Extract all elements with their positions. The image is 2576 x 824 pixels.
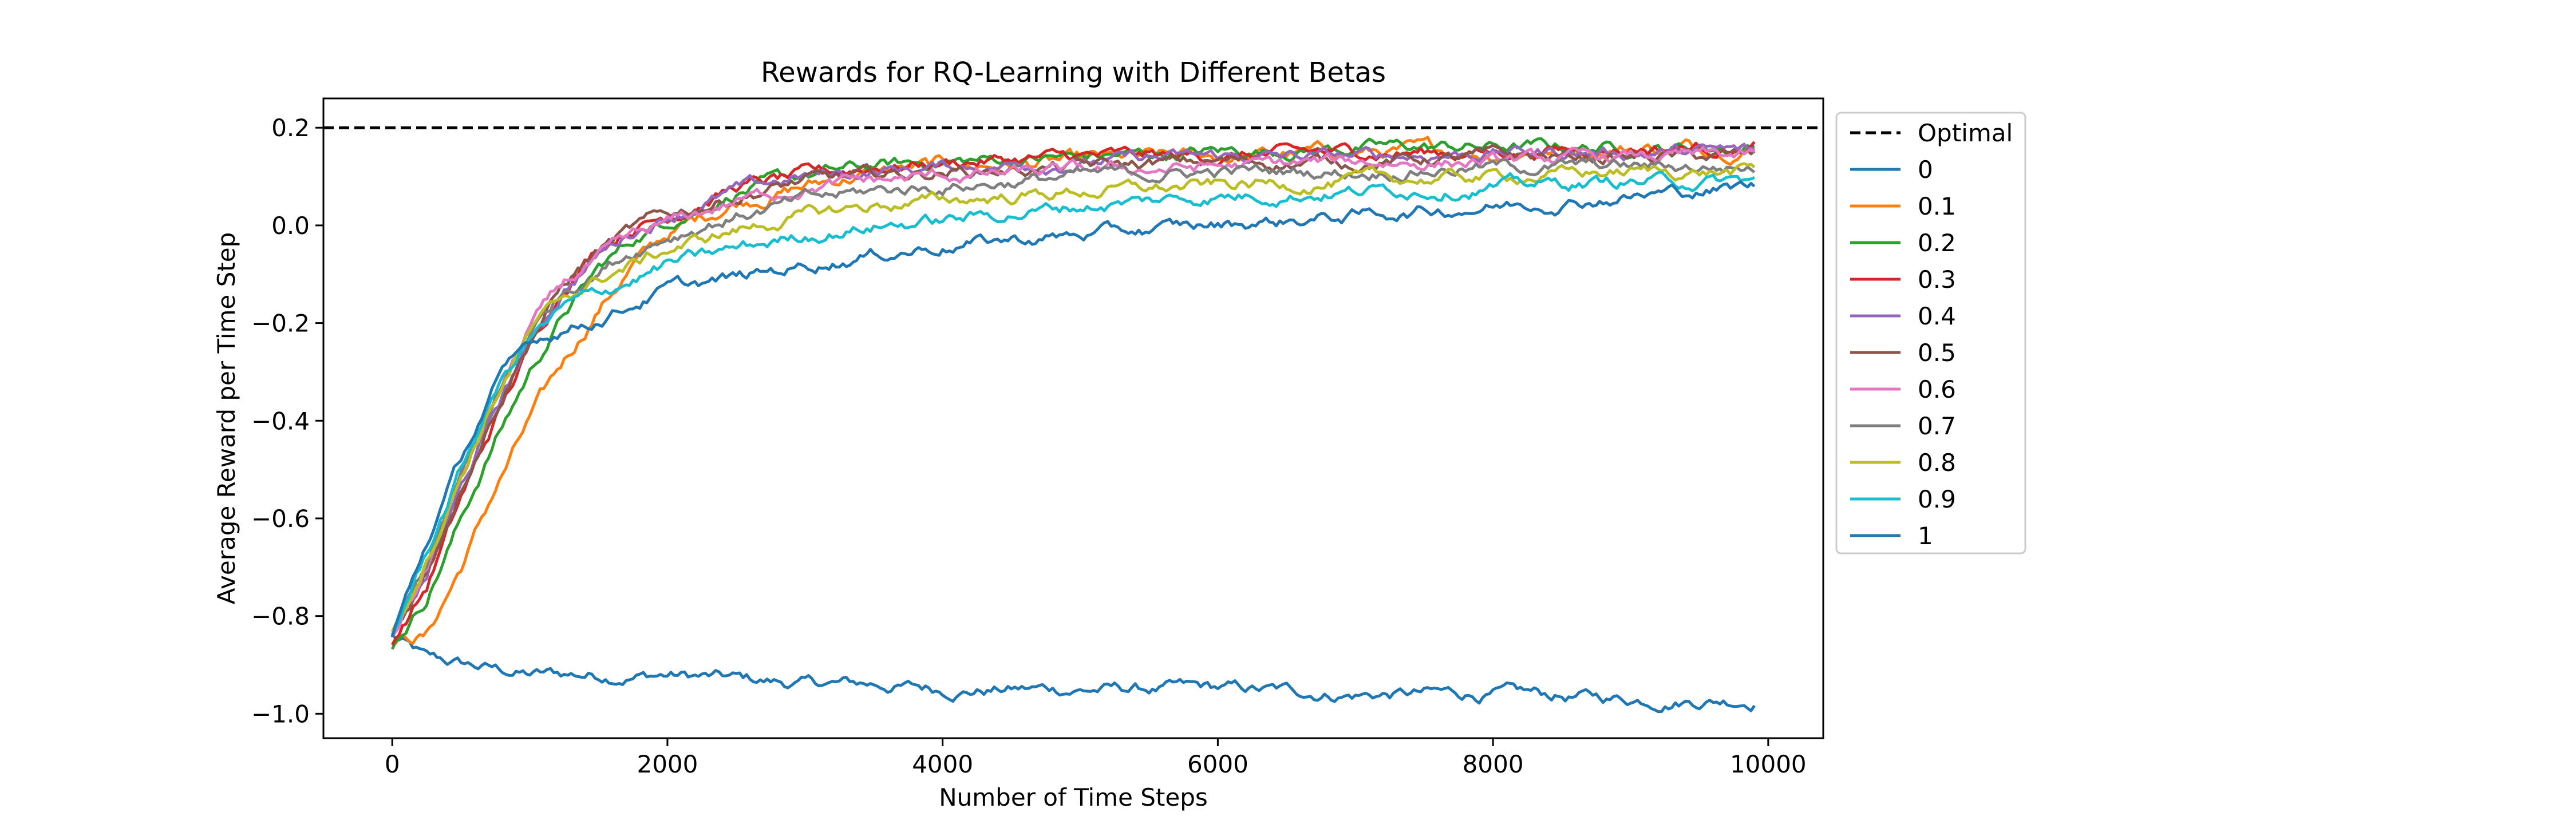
legend-label: 0.3 — [1918, 266, 1956, 294]
plot-area — [322, 97, 1824, 739]
series-line-0-2 — [390, 137, 1755, 650]
series-line-0-6 — [391, 146, 1756, 638]
series-line-1 — [390, 180, 1756, 638]
series-line-0-8 — [390, 162, 1756, 633]
series-line-0-5 — [391, 144, 1756, 636]
legend-label: 0.6 — [1918, 375, 1956, 403]
series-line-0 — [391, 633, 1756, 714]
y-axis-ticks: −1.0 −0.8 −0.6 −0.4 −0.2 0.0 0.2 — [251, 114, 323, 728]
series-line-0-7 — [390, 157, 1756, 637]
x-tick-label: 4000 — [912, 750, 973, 778]
series-line-0-9 — [390, 171, 1755, 636]
x-axis-label: Number of Time Steps — [939, 783, 1208, 811]
y-tick-label: −0.8 — [251, 603, 310, 631]
chart-title: Rewards for RQ-Learning with Different B… — [761, 57, 1386, 89]
x-axis-ticks: 0 2000 4000 6000 8000 10000 — [385, 738, 1807, 778]
legend-label: 0.4 — [1918, 302, 1956, 330]
y-tick-label: −0.4 — [251, 407, 310, 435]
y-tick-label: 0.0 — [271, 212, 310, 240]
legend: Optimal 0 0.1 0.2 0.3 0.4 0.5 0.6 0.7 0.8 0.9 1 — [1835, 112, 2026, 554]
legend-label: 0.5 — [1918, 339, 1956, 367]
legend-entries: Optimal 0 0.1 0.2 0.3 0.4 0.5 0.6 0.7 0.8 0.9 1 — [1850, 119, 2013, 550]
x-tick-label: 8000 — [1463, 750, 1524, 778]
y-tick-label: 0.2 — [271, 114, 310, 142]
y-tick-label: −1.0 — [251, 700, 310, 728]
legend-label: 0.9 — [1918, 485, 1956, 513]
series-lines — [323, 126, 1823, 714]
legend-label: 0 — [1918, 156, 1933, 184]
series-line-0-4 — [390, 142, 1755, 637]
y-tick-label: −0.2 — [251, 310, 310, 338]
y-tick-label: −0.6 — [251, 505, 310, 533]
x-tick-label: 0 — [385, 750, 400, 778]
legend-label: 0.2 — [1918, 229, 1956, 257]
legend-label: 0.1 — [1918, 192, 1956, 220]
y-axis-label: Average Reward per Time Step — [212, 232, 240, 604]
legend-label: 0.7 — [1918, 412, 1956, 440]
series-line-0-3 — [391, 141, 1756, 646]
x-tick-label: 2000 — [637, 750, 698, 778]
plot-frame — [322, 97, 1824, 739]
legend-label: 1 — [1918, 522, 1933, 550]
legend-label: Optimal — [1918, 119, 2013, 147]
x-tick-label: 10000 — [1730, 750, 1807, 778]
x-tick-label: 6000 — [1187, 750, 1249, 778]
legend-label: 0.8 — [1918, 449, 1956, 477]
legend-frame — [1835, 112, 2026, 554]
